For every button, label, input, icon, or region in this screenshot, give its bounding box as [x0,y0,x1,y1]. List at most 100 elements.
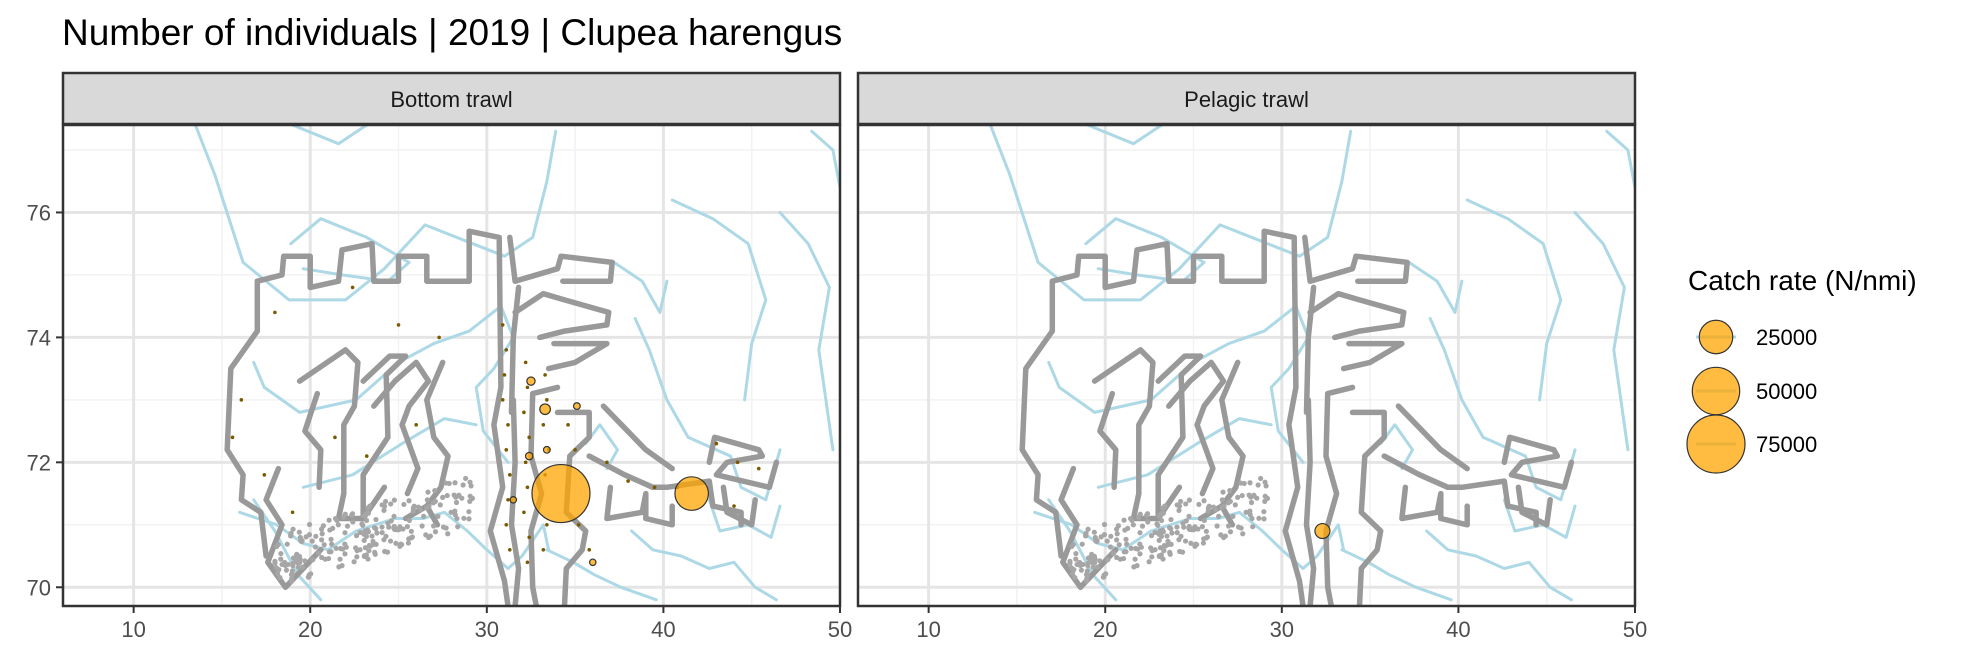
coastline [291,125,369,146]
coastal-station [1158,517,1165,524]
coastal-station [1156,537,1162,543]
coastal-station [1067,560,1073,566]
coastal-station [397,524,403,530]
coastal-station [437,502,443,508]
cruise-track [508,397,522,606]
coastal-station [1148,545,1154,551]
panel-border [61,123,842,608]
coastal-station [1145,519,1151,525]
coastal-station [1222,533,1229,539]
coastal-station [1154,521,1160,527]
coastal-station [1156,553,1163,559]
coastal-station [309,538,315,544]
cruise-track [1515,484,1553,528]
coastal-station [369,533,375,539]
coastal-station [1214,523,1220,529]
coastal-station [342,511,348,517]
coastal-station [1094,564,1101,570]
coastal-station [288,572,295,578]
catch-bubble [524,451,534,461]
coastal-station [381,537,387,543]
coastal-station [1174,502,1180,508]
catch-bubble [1314,522,1331,540]
x-tick-label: 40 [1446,617,1470,642]
coastline [1096,417,1273,489]
coastal-station [1161,542,1167,549]
coastal-station [316,550,322,556]
coastal-station [284,541,290,547]
legend: Catch rate (N/nmi) 25000 50000 75000 [1686,265,1917,474]
coastal-station [1240,531,1246,537]
coastal-station [1227,529,1234,535]
trawl-station [756,466,761,471]
coastline [1428,317,1577,502]
coastal-station [1073,556,1079,562]
coastline [1407,260,1464,314]
coastal-station [353,533,360,539]
coastal-station [1261,509,1267,515]
coastal-station [1183,518,1189,524]
coastal-station [444,492,450,499]
plot-background [63,125,840,606]
plot-area [63,125,840,606]
coastal-station [367,503,373,509]
coastal-station [381,507,387,513]
coastal-station [1255,482,1261,488]
coastline [670,198,768,402]
trawl-station [732,504,736,508]
coastal-station [312,544,319,550]
facet-panel: Pelagic trawl 10 20 30 40 50 [856,71,1647,642]
coastline [1425,529,1573,602]
cruise-track [1303,284,1317,416]
coastal-station [432,488,438,494]
coastal-station [1196,501,1202,508]
coastal-station [1072,574,1078,581]
coastline [810,129,840,189]
coastal-station [1220,489,1226,495]
coastal-station [1225,500,1231,506]
trawl-station [541,547,546,552]
coastal-station [1227,488,1233,494]
coastal-station [456,492,462,498]
trawl-station [507,547,512,552]
cruise-track [600,403,675,472]
coastal-station [290,555,297,561]
coastal-station [365,556,371,562]
coastal-station [340,546,346,552]
cruise-track [371,359,432,497]
coastal-station [1073,550,1079,557]
coastal-station [461,515,467,521]
cruise-track [1019,328,1064,559]
coastal-station [382,548,388,555]
coastal-station [366,548,372,554]
coastline [778,211,835,452]
coastal-station [1113,526,1120,532]
coastal-station [1164,533,1170,539]
cruise-track [1381,453,1539,528]
coastal-station [391,513,397,519]
coastal-station [349,512,355,518]
trawl-station [500,398,505,402]
y-tick-label: 72 [27,450,51,475]
x-tick-label: 30 [475,617,499,642]
coastal-station [1090,560,1096,566]
coastal-station [1124,541,1130,547]
coastal-station [277,574,283,581]
coastal-station [1235,494,1241,500]
x-tick-label: 20 [298,617,322,642]
legend-key-bubble [1691,366,1741,416]
coastal-station [1128,545,1134,551]
coastal-station [1169,530,1175,536]
trawl-station [437,335,441,340]
coastal-station [1107,544,1114,550]
coastal-station [1161,548,1167,554]
trawl-station [504,348,509,352]
coastline [1605,129,1635,189]
coastline [1340,548,1453,602]
cruise-track [1303,397,1317,606]
coastal-station [1192,543,1198,549]
coastal-station [1070,541,1076,548]
coastal-station [299,564,306,570]
coastal-station [342,541,348,547]
coastline [1086,125,1164,146]
